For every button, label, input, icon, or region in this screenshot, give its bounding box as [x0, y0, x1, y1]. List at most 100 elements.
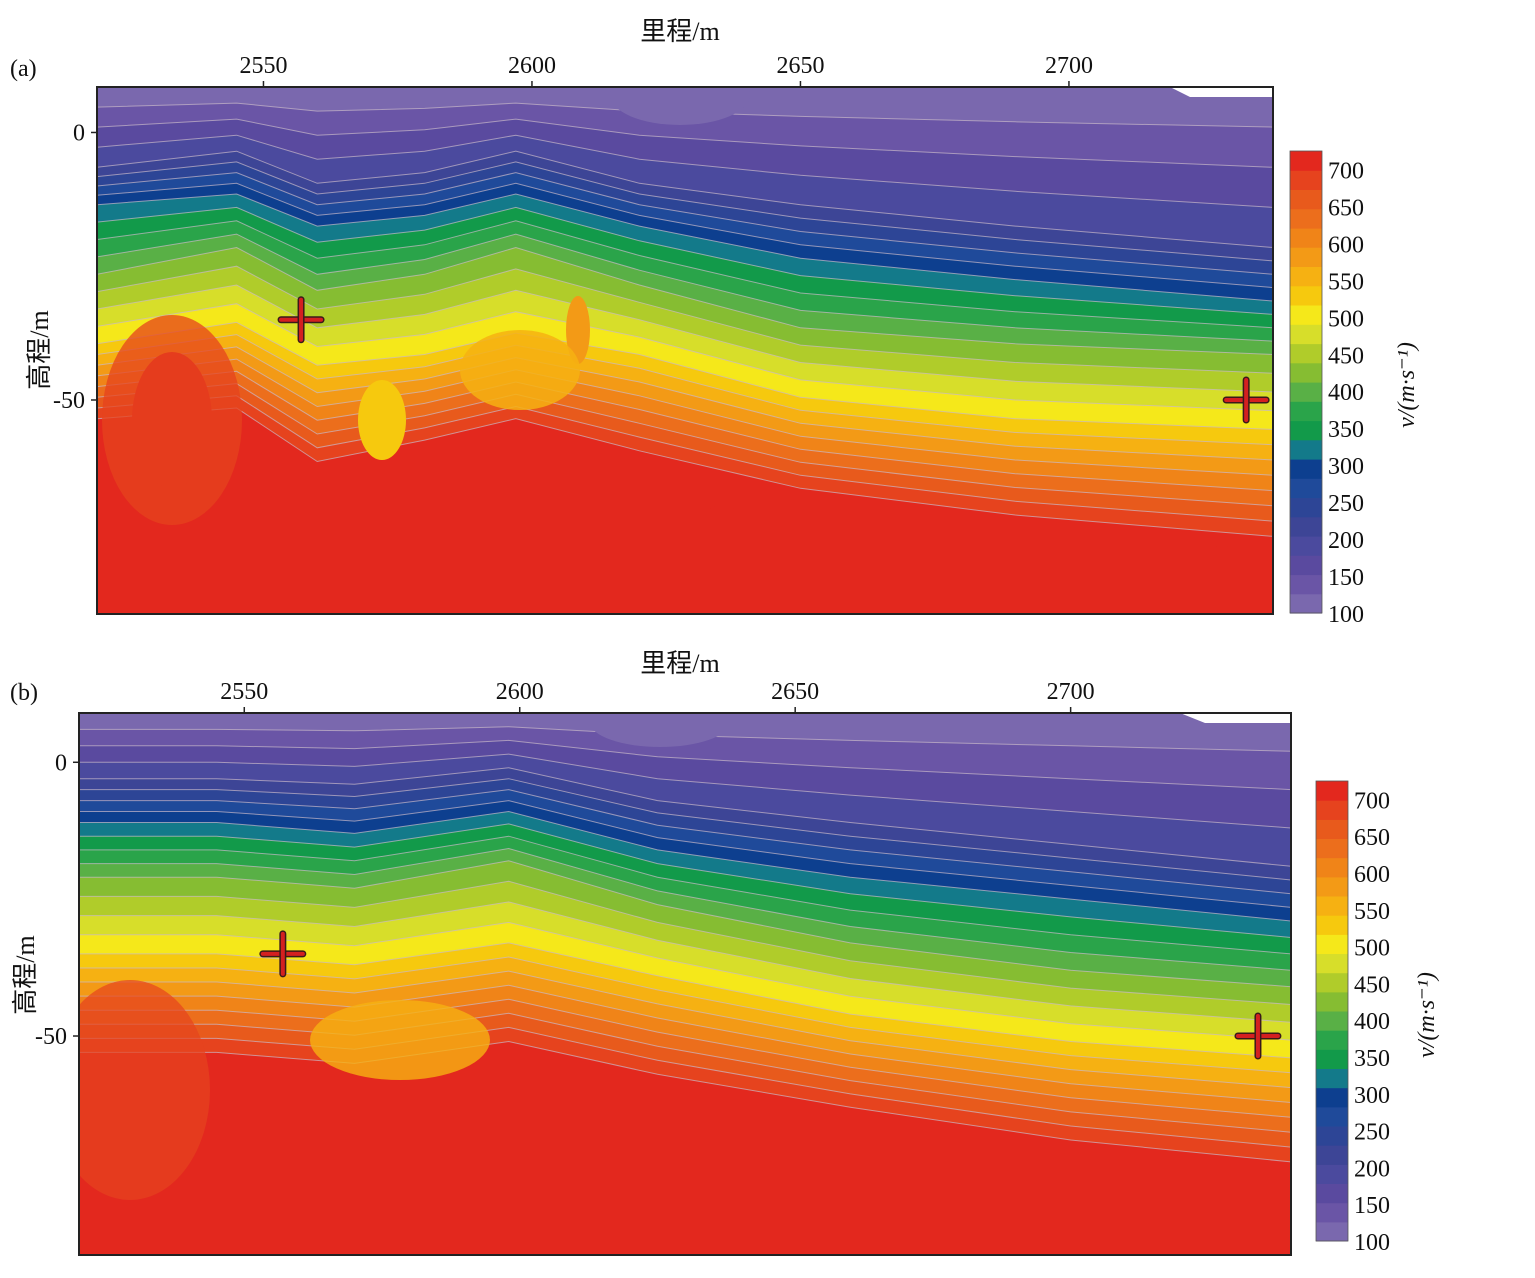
panel-b-x-ticks: 2550 2600 2650 2700: [220, 679, 1095, 713]
panel-b-markers: [259, 930, 1282, 1060]
colorbar-swatch: [1316, 915, 1348, 935]
panel-a-surface-notch: [1170, 87, 1273, 97]
colorbar-tick-label: 350: [1354, 1046, 1390, 1072]
panel-b-plot-area: [79, 713, 1291, 1255]
colorbar-tick-label: 450: [1328, 343, 1364, 369]
colorbar-tick-label: 250: [1354, 1120, 1390, 1146]
panel-a-frame: [96, 86, 1274, 615]
x-tick-label: 2550: [220, 679, 268, 705]
panel-a-high-velocity-anomaly: [102, 315, 242, 525]
colorbar-tick-label: 450: [1354, 972, 1390, 998]
colorbar-swatch: [1316, 1221, 1348, 1242]
colorbar-swatch: [1316, 876, 1348, 897]
colorbar-tick-label: 250: [1328, 491, 1364, 517]
colorbar-frame: [1289, 150, 1323, 614]
panel-a-low-velocity-anomaly: [358, 380, 406, 460]
survey-marker: [277, 296, 325, 344]
colorbar-swatch: [1316, 896, 1348, 916]
x-tick-label: 2700: [1045, 53, 1093, 79]
colorbar-swatch: [1316, 1145, 1348, 1165]
panel-a-plot-area: [97, 87, 1273, 614]
colorbar-swatch: [1316, 1202, 1348, 1223]
colorbar-tick-label: 400: [1354, 1009, 1390, 1035]
panel-a-high-velocity-anomaly: [1200, 545, 1244, 614]
panel-b-y-axis-title: 高程/m: [11, 935, 40, 1014]
panel-b-label: (b): [10, 680, 38, 706]
colorbar-swatch: [1316, 1030, 1348, 1050]
colorbar-tick-label: 700: [1354, 788, 1390, 814]
colorbar-tick-label: 500: [1354, 936, 1390, 962]
colorbar-swatch: [1290, 189, 1322, 210]
colorbar-swatch: [1316, 1011, 1348, 1031]
colorbar-frame: [1315, 780, 1349, 1242]
colorbar-swatch: [1290, 343, 1322, 364]
panel-b-velocity-bands: [79, 713, 1291, 1255]
survey-marker: [259, 930, 307, 978]
colorbar-swatch: [1316, 1049, 1348, 1069]
y-tick-label: 0: [55, 750, 67, 776]
colorbar-swatch: [1290, 401, 1322, 422]
colorbar-swatch: [1316, 1068, 1348, 1089]
colorbar-tick-label: 600: [1354, 862, 1390, 888]
panel-a-colorbar-title: v/(m·s⁻¹): [1394, 342, 1420, 428]
colorbar-swatch: [1290, 266, 1322, 287]
colorbar-swatch: [1316, 1087, 1348, 1108]
panel-a-low-velocity-anomaly: [566, 296, 590, 364]
colorbar-swatch: [1290, 593, 1322, 614]
panel-b-y-ticks: 0 -50: [35, 750, 79, 1050]
colorbar-tick-label: 650: [1328, 195, 1364, 221]
colorbar-swatch: [1290, 478, 1322, 499]
panel-b-colorbar: 700650600550500450400350300250200150100 …: [1315, 780, 1440, 1256]
panel-a-x-ticks: 2550 2600 2650 2700: [239, 53, 1093, 87]
colorbar-tick-label: 150: [1354, 1193, 1390, 1219]
colorbar-swatch: [1290, 574, 1322, 595]
colorbar-swatch: [1316, 934, 1348, 954]
x-tick-label: 2700: [1047, 679, 1095, 705]
colorbar-swatch: [1290, 208, 1322, 229]
panel-b-x-axis-title: 里程/m: [640, 649, 719, 678]
colorbar-tick-label: 600: [1328, 232, 1364, 258]
x-tick-label: 2650: [771, 679, 819, 705]
panel-a-x-axis-title: 里程/m: [640, 17, 719, 46]
colorbar-swatch: [1290, 324, 1322, 345]
colorbar-swatch: [1290, 536, 1322, 556]
colorbar-swatch: [1316, 1126, 1348, 1146]
colorbar-tick-label: 300: [1328, 454, 1364, 480]
colorbar-swatch: [1290, 459, 1322, 479]
y-tick-label: 0: [73, 120, 85, 146]
panel-a-colorbar-labels: 700 650 600 550 500 450 400 350 300 250 200 150 100: [1328, 159, 1364, 629]
colorbar-swatch: [1316, 1164, 1348, 1184]
colorbar-tick-label: 300: [1354, 1083, 1390, 1109]
colorbar-tick-label: 650: [1354, 825, 1390, 851]
colorbar-swatch: [1290, 285, 1322, 306]
colorbar-tick-label: 700: [1328, 159, 1364, 185]
colorbar-tick-label: 350: [1328, 417, 1364, 443]
panel-b-colorbar-labels: 700 650 600 550 500 450 400 350 300 250 200 150 100: [1354, 788, 1390, 1256]
colorbar-tick-label: 200: [1328, 528, 1364, 554]
panel-b: (b) 里程/m 高程/m 2550 2600 2650 2700 0 -50 700 6…: [10, 649, 1440, 1256]
panel-a-high-velocity-anomaly: [684, 505, 760, 614]
panel-a-y-ticks: 0 -50: [53, 120, 97, 414]
panel-a-colorbar-bands: [1289, 150, 1323, 614]
panel-a-low-velocity-zone: [610, 87, 750, 125]
panel-a-markers: [277, 296, 1270, 424]
colorbar-swatch: [1290, 497, 1322, 518]
panel-a-y-axis-title: 高程/m: [25, 310, 54, 389]
colorbar-swatch: [1316, 857, 1348, 878]
panel-b-high-velocity-anomaly: [79, 980, 210, 1200]
colorbar-tick-label: 100: [1354, 1230, 1390, 1256]
survey-marker: [1234, 1012, 1282, 1060]
survey-marker: [1222, 376, 1270, 424]
colorbar-swatch: [1316, 1106, 1348, 1127]
colorbar-swatch: [1290, 439, 1322, 460]
colorbar-swatch: [1290, 305, 1322, 325]
colorbar-swatch: [1316, 819, 1348, 839]
panel-b-surface-notch: [1180, 713, 1291, 723]
colorbar-tick-label: 500: [1328, 306, 1364, 332]
panel-a-velocity-bands: [97, 87, 1273, 614]
x-tick-label: 2550: [239, 53, 287, 79]
colorbar-swatch: [1290, 151, 1322, 171]
colorbar-swatch: [1316, 800, 1348, 820]
y-tick-label: -50: [35, 1024, 67, 1050]
